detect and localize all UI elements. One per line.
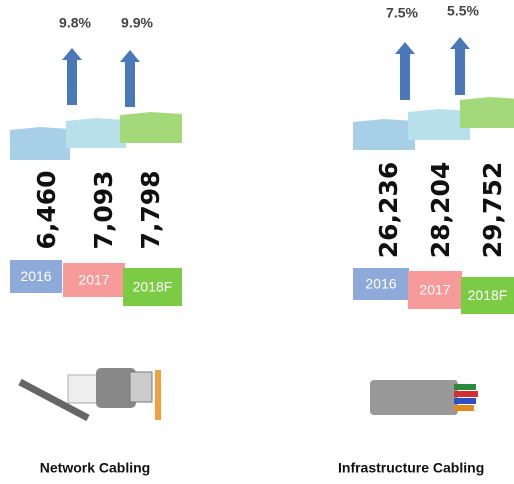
bar <box>66 118 126 148</box>
value-label: 6,460 <box>32 170 61 249</box>
growth-arrow <box>120 50 140 107</box>
value-label: 29,752 <box>478 162 507 258</box>
infrastructure-cable-icon <box>370 380 478 415</box>
bar <box>408 109 470 140</box>
year-label: 2018F <box>468 287 508 303</box>
growth-arrow <box>395 42 415 100</box>
growth-label: 7.5% <box>386 5 418 21</box>
value-label: 7,798 <box>136 170 165 249</box>
year-label: 2017 <box>419 282 450 298</box>
year-box <box>353 268 409 300</box>
year-box <box>123 268 182 306</box>
value-label: 26,236 <box>374 162 403 258</box>
group-label: Infrastructure Cabling <box>338 460 484 476</box>
year-box <box>10 260 62 293</box>
year-label: 2016 <box>365 276 396 292</box>
year-label: 2018F <box>133 279 173 295</box>
growth-arrow <box>450 37 470 95</box>
network-cable-icon <box>18 368 161 422</box>
growth-label: 9.8% <box>59 15 91 31</box>
growth-label: 5.5% <box>447 3 479 19</box>
growth-arrow <box>62 48 82 105</box>
year-box <box>461 277 514 314</box>
value-label: 28,204 <box>426 162 455 258</box>
year-label: 2016 <box>20 268 51 284</box>
value-label: 7,093 <box>89 170 118 249</box>
bar <box>460 97 514 128</box>
year-box <box>63 263 125 297</box>
bar <box>120 112 182 143</box>
growth-label: 9.9% <box>121 15 153 31</box>
year-label: 2017 <box>78 272 109 288</box>
bar <box>10 127 70 160</box>
year-box <box>408 271 462 309</box>
bar <box>353 119 415 150</box>
group-label: Network Cabling <box>40 460 150 476</box>
